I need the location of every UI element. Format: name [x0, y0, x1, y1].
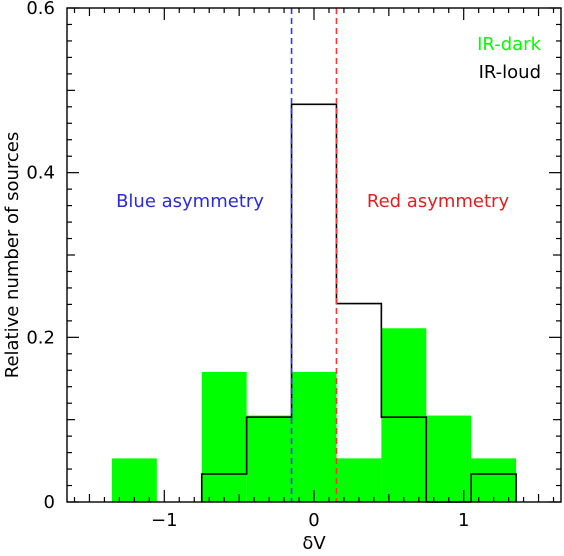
- y-tick-label: 0.2: [26, 327, 55, 348]
- axis-ticks: −1 0 1 0 0.2 0.4 0.6: [26, 0, 561, 531]
- y-tick-label: 0.4: [26, 163, 55, 184]
- y-tick-label: 0.6: [26, 0, 55, 19]
- y-tick-label: 0: [44, 492, 55, 513]
- red-asymmetry-annotation: Red asymmetry: [367, 191, 510, 212]
- ir-dark-bar: [426, 415, 472, 502]
- legend-entry-ir-dark: IR-dark: [477, 34, 541, 55]
- ir-dark-bar: [336, 458, 382, 502]
- ir-dark-bar: [471, 458, 517, 502]
- blue-asymmetry-annotation: Blue asymmetry: [116, 191, 264, 212]
- ir-dark-bars: [111, 328, 517, 502]
- threshold-lines: [290, 8, 338, 502]
- y-axis-label: Relative number of sources: [2, 132, 23, 379]
- ir-loud-step-line: [200, 103, 517, 503]
- x-axis-label: δV: [302, 533, 326, 554]
- ir-dark-bar: [201, 371, 247, 502]
- ir-dark-bar: [246, 415, 292, 502]
- ir-dark-bar: [381, 328, 427, 502]
- x-tick-label: 0: [308, 510, 319, 531]
- ir-dark-bar: [111, 458, 157, 502]
- x-tick-label: 1: [458, 510, 469, 531]
- x-tick-label: −1: [151, 510, 178, 531]
- ir-dark-bar: [291, 371, 337, 502]
- legend-entry-ir-loud: IR-loud: [479, 62, 541, 83]
